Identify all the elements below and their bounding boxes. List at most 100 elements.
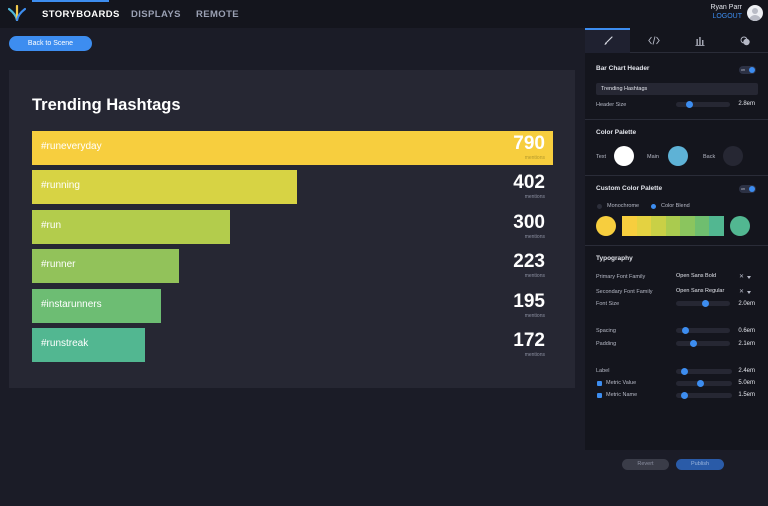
metric-name-slider[interactable] — [676, 392, 732, 399]
slider-knob[interactable] — [680, 392, 688, 399]
bar-metric-name: mentions — [524, 352, 545, 358]
slider-knob[interactable] — [680, 368, 688, 375]
toggle-state: on — [741, 67, 745, 72]
bar-row: #run 300 mentions — [32, 209, 553, 244]
circles-icon — [740, 36, 750, 45]
brush-icon — [604, 35, 613, 45]
bar-chart-icon — [695, 36, 704, 46]
metric-value-value: 5.0em — [738, 380, 755, 386]
metric-value-label: Metric Value — [606, 380, 637, 386]
bar — [32, 249, 180, 284]
label-size-label: Label — [596, 368, 610, 374]
secondary-font-select[interactable]: Open Sans Regular — [676, 288, 725, 294]
label-size-value: 2.4em — [738, 368, 755, 374]
spacing-label: Spacing — [596, 328, 616, 334]
chevron-down-icon[interactable] — [747, 291, 751, 294]
blend-start-swatch[interactable] — [596, 216, 616, 236]
nav-active-indicator — [32, 0, 109, 2]
blend-segment — [665, 216, 681, 236]
bar-label: #runeveryday — [41, 141, 102, 152]
divider — [585, 245, 768, 246]
secondary-font-label: Secondary Font Family — [596, 289, 653, 295]
divider — [585, 119, 768, 120]
bar-metric-name: mentions — [524, 273, 545, 280]
blend-segment — [622, 216, 637, 236]
publish-button[interactable]: Publish — [676, 459, 724, 470]
nav-displays[interactable]: DISPLAYS — [131, 9, 181, 20]
text-color-swatch[interactable] — [614, 146, 634, 166]
spacing-slider[interactable] — [676, 327, 730, 334]
label-size-slider[interactable] — [676, 368, 732, 375]
section-custom-color-palette: Custom Color Palette — [596, 185, 663, 192]
slider-knob[interactable] — [696, 380, 704, 387]
tab-themes[interactable] — [723, 28, 768, 53]
header-text-input[interactable]: Trending Hashtags — [596, 83, 758, 95]
bar-row: #runeveryday 790 mentions — [32, 131, 553, 165]
top-nav-bar: STORYBOARDS DISPLAYS REMOTE Ryan Parr LO… — [0, 0, 768, 28]
primary-font-select[interactable]: Open Sans Bold — [676, 273, 717, 279]
primary-font-label: Primary Font Family — [596, 274, 646, 280]
monochrome-label: Monochrome — [607, 203, 640, 209]
section-color-palette: Color Palette — [596, 129, 637, 136]
bar — [32, 328, 146, 362]
spacing-value: 0.6em — [738, 328, 755, 334]
tab-style[interactable] — [585, 28, 630, 53]
font-size-value: 2.0em — [738, 301, 755, 307]
back-to-scene-button[interactable]: Back to Scene — [9, 36, 92, 51]
font-size-label: Font Size — [596, 301, 620, 307]
slider-knob[interactable] — [690, 340, 698, 347]
color-blend-strip — [622, 216, 725, 236]
bar-value: 790 — [513, 133, 545, 154]
nav-storyboards[interactable]: STORYBOARDS — [42, 9, 120, 20]
padding-slider[interactable] — [676, 340, 730, 347]
slider-knob[interactable] — [686, 101, 694, 108]
bar-row: #running 402 mentions — [32, 170, 553, 205]
metric-name-checkbox[interactable] — [597, 393, 602, 398]
tab-data[interactable] — [677, 28, 722, 53]
header-size-label: Header Size — [596, 102, 627, 108]
revert-button[interactable]: Revert — [622, 459, 669, 470]
slider-knob[interactable] — [681, 327, 689, 334]
header-size-slider[interactable] — [676, 101, 730, 108]
chevron-down-icon[interactable] — [747, 276, 751, 279]
custom-palette-toggle[interactable]: on — [739, 185, 756, 193]
main-color-swatch[interactable] — [668, 146, 688, 166]
blend-segment — [694, 216, 710, 236]
blend-segment — [680, 216, 695, 236]
bar — [32, 170, 298, 205]
back-color-swatch[interactable] — [723, 146, 743, 166]
color-blend-radio[interactable] — [651, 204, 656, 209]
bar-label: #run — [41, 219, 62, 231]
blend-end-swatch[interactable] — [730, 216, 750, 236]
avatar[interactable] — [747, 5, 763, 21]
tab-active-indicator — [585, 28, 630, 30]
header-size-value: 2.8em — [738, 101, 755, 107]
clear-secondary-font-icon[interactable]: ✕ — [739, 289, 745, 295]
bar-row: #runstreak 172 mentions — [32, 328, 553, 362]
logout-link[interactable]: LOGOUT — [712, 13, 742, 20]
header-toggle[interactable]: on — [739, 66, 756, 74]
padding-value: 2.1em — [738, 341, 755, 347]
bar-value: 402 — [513, 172, 545, 194]
tab-code[interactable] — [631, 28, 676, 53]
monochrome-radio[interactable] — [597, 204, 602, 209]
back-color-label: Back — [703, 154, 716, 160]
blend-segment — [709, 216, 725, 236]
bar-row: #runner 223 mentions — [32, 249, 553, 284]
toggle-state: on — [741, 186, 745, 191]
app-logo-icon[interactable] — [8, 5, 26, 21]
code-icon — [647, 36, 660, 45]
properties-panel: Bar Chart Header on Trending Hashtags He… — [585, 28, 768, 450]
bar-metric-name: mentions — [524, 233, 545, 240]
nav-remote[interactable]: REMOTE — [196, 9, 240, 20]
metric-value-slider[interactable] — [676, 380, 732, 387]
metric-name-value: 1.5em — [738, 392, 755, 398]
font-size-slider[interactable] — [676, 300, 730, 307]
clear-primary-font-icon[interactable]: ✕ — [739, 274, 745, 280]
bar-value: 172 — [513, 330, 545, 351]
bar-value: 223 — [513, 251, 545, 273]
toggle-knob — [749, 186, 755, 192]
metric-value-checkbox[interactable] — [597, 381, 602, 386]
slider-knob[interactable] — [701, 300, 709, 307]
bar-label: #running — [41, 180, 80, 192]
